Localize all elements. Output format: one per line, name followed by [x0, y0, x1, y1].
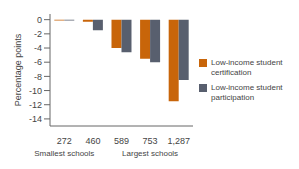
svg-text:-4: -4 [34, 43, 42, 53]
svg-text:-10: -10 [29, 86, 42, 96]
svg-text:753: 753 [143, 136, 158, 146]
svg-text:0: 0 [37, 15, 42, 25]
svg-text:Largest schools: Largest schools [122, 149, 178, 158]
svg-text:-14: -14 [29, 114, 42, 124]
svg-text:272: 272 [57, 136, 72, 146]
svg-text:1,287: 1,287 [167, 136, 190, 146]
html-text:Low-income student participati: Low-income student participation [211, 83, 283, 102]
svg-text:Percentage points: Percentage points [13, 33, 23, 106]
svg-text:Smallest schools: Smallest schools [34, 149, 94, 158]
html-text:Low-income student certificati: Low-income student certification [211, 58, 283, 77]
svg-text:460: 460 [85, 136, 100, 146]
svg-text:-2: -2 [34, 29, 42, 39]
svg-text:-12: -12 [29, 100, 42, 110]
svg-text:589: 589 [114, 136, 129, 146]
svg-text:-8: -8 [34, 72, 42, 82]
svg-text:-6: -6 [34, 57, 42, 67]
